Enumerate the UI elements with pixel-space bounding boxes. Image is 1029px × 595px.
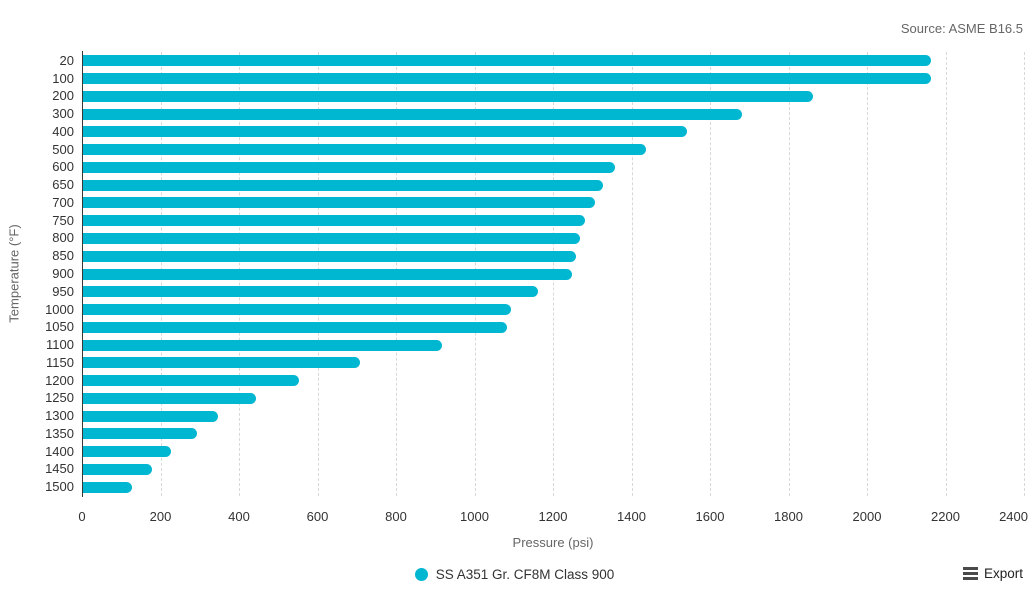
y-axis-label-800: 800 <box>52 230 74 246</box>
bar-1250F[interactable] <box>83 392 256 404</box>
y-axis-label-1350: 1350 <box>45 425 74 441</box>
y-axis-label-1150: 1150 <box>46 354 74 370</box>
y-axis-line <box>82 51 83 497</box>
y-axis-title: Temperature (°F) <box>6 224 22 323</box>
y-axis-label-700: 700 <box>52 194 74 210</box>
x-axis-label-2000: 2000 <box>852 509 882 524</box>
y-axis-label-400: 400 <box>52 123 74 139</box>
x-axis-label-0: 0 <box>78 509 86 524</box>
bar-300F[interactable] <box>83 108 743 120</box>
bar-1300F[interactable] <box>83 410 219 422</box>
y-axis-label-900: 900 <box>52 266 74 281</box>
x-axis-label-400: 400 <box>228 509 250 524</box>
x-axis-label-1400: 1400 <box>617 509 646 524</box>
x-axis-title: Pressure (psi) <box>512 535 594 550</box>
y-axis-label-1400: 1400 <box>45 443 74 459</box>
y-axis-label-1500: 1500 <box>45 479 74 495</box>
gridline-2400 <box>1024 52 1025 496</box>
y-axis-label-1000: 1000 <box>45 301 74 317</box>
x-axis-label-200: 200 <box>149 509 172 524</box>
y-axis-label-1200: 1200 <box>45 372 74 388</box>
legend-marker-icon <box>414 568 428 581</box>
bar-20F[interactable] <box>83 55 931 67</box>
bar-1100F[interactable] <box>83 339 443 351</box>
gridline-1600 <box>710 52 711 496</box>
legend-item-series[interactable]: SS A351 Gr. CF8M Class 900 <box>414 567 615 582</box>
plot-area <box>82 52 1025 496</box>
bar-1450F[interactable] <box>83 463 152 475</box>
y-axis-label-600: 600 <box>52 159 74 175</box>
x-axis-label-1000: 1000 <box>460 509 489 524</box>
x-axis-label-1800: 1800 <box>774 509 803 524</box>
bar-750F[interactable] <box>83 215 586 227</box>
export-button[interactable]: Export <box>962 566 1023 581</box>
y-axis-label-1100: 1100 <box>46 337 74 353</box>
y-axis-label-300: 300 <box>52 106 74 122</box>
hamburger-menu-icon <box>962 567 978 580</box>
bar-1200F[interactable] <box>83 375 299 387</box>
y-axis-label-200: 200 <box>52 88 74 104</box>
bar-500F[interactable] <box>83 144 647 156</box>
y-axis-label-20: 20 <box>59 52 74 68</box>
y-axis-label-850: 850 <box>52 248 74 264</box>
export-label: Export <box>983 566 1023 581</box>
gridline-2000 <box>867 52 868 496</box>
bar-850F[interactable] <box>83 250 576 262</box>
legend-label: SS A351 Gr. CF8M Class 900 <box>435 567 615 582</box>
x-axis-label-600: 600 <box>306 509 329 524</box>
bar-1400F[interactable] <box>83 446 172 458</box>
bar-650F[interactable] <box>83 179 604 191</box>
y-axis-label-750: 750 <box>52 212 74 228</box>
bar-700F[interactable] <box>83 197 596 209</box>
bar-950F[interactable] <box>83 286 539 298</box>
y-axis-label-100: 100 <box>52 70 74 86</box>
y-axis-label-650: 650 <box>52 177 74 193</box>
x-axis-label-800: 800 <box>385 509 407 524</box>
bar-900F[interactable] <box>83 268 572 280</box>
gridline-1400 <box>631 52 633 496</box>
y-axis-label-1300: 1300 <box>45 408 74 424</box>
bar-200F[interactable] <box>83 90 814 102</box>
x-axis-label-1200: 1200 <box>538 509 568 524</box>
x-axis-label-2400: 2400 <box>999 509 1028 524</box>
bar-800F[interactable] <box>83 232 580 244</box>
x-axis-label-1600: 1600 <box>695 509 725 524</box>
bar-1000F[interactable] <box>83 304 511 316</box>
bar-600F[interactable] <box>83 161 615 173</box>
gridline-2200 <box>945 52 947 496</box>
y-axis-label-1050: 1050 <box>45 319 74 335</box>
bar-1500F[interactable] <box>83 481 133 493</box>
bar-400F[interactable] <box>83 126 688 138</box>
y-axis-label-1450: 1450 <box>45 461 74 477</box>
legend: SS A351 Gr. CF8M Class 900 <box>0 567 1029 582</box>
y-axis-label-1250: 1250 <box>45 390 74 406</box>
y-axis-label-950: 950 <box>52 283 74 299</box>
bar-100F[interactable] <box>83 73 931 85</box>
y-axis-label-500: 500 <box>52 141 74 157</box>
source-note: Source: ASME B16.5 <box>900 21 1023 36</box>
bar-1050F[interactable] <box>83 321 507 333</box>
bar-1150F[interactable] <box>83 357 360 369</box>
x-axis-label-2200: 2200 <box>931 509 960 524</box>
gridline-1800 <box>788 52 790 496</box>
bar-1350F[interactable] <box>83 428 197 440</box>
